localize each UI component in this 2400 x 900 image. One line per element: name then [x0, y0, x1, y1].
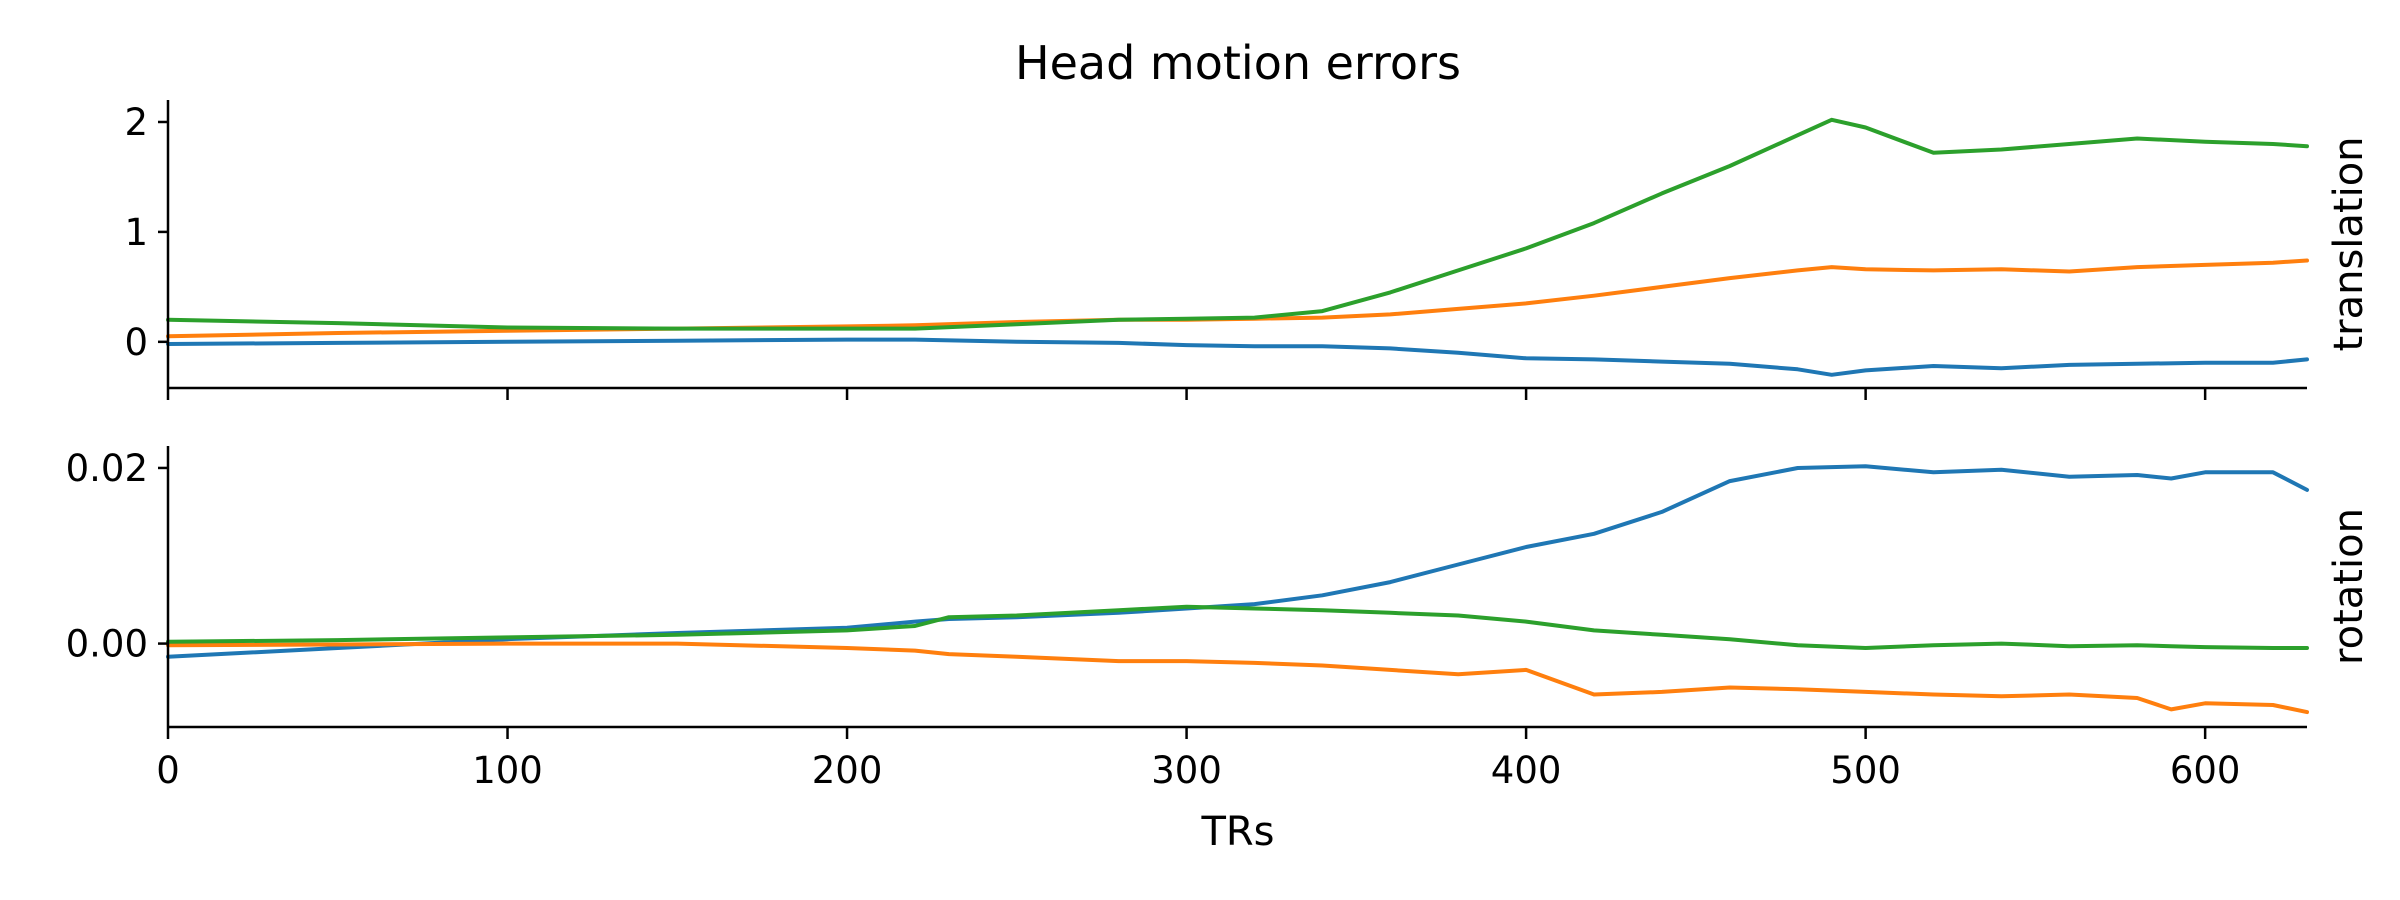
x-tick-label: 500: [1830, 749, 1901, 792]
translation-series-line-0: [166, 337, 2309, 377]
rotation-series-line-0: [166, 464, 2309, 659]
rotation-series-line-1: [166, 641, 2309, 715]
rotation-y-tick-label: 0.02: [66, 447, 148, 490]
rotation-panel: 0.00 0.02 0 100 200 300 400 500 600 rotation: [66, 446, 2372, 792]
x-tick-label: 600: [2170, 749, 2241, 792]
rotation-y-tick-label: 0.00: [66, 623, 148, 666]
rotation-axis-title: rotation: [2326, 508, 2372, 665]
subplots: 0 1 2 translation 0.00 0.02 0 100 200 300 400 500 60…: [66, 100, 2372, 792]
translation-y-tick-label: 1: [124, 211, 148, 254]
x-tick-label: 300: [1151, 749, 1222, 792]
x-axis-title: TRs: [1200, 809, 1274, 855]
translation-panel: 0 1 2 translation: [124, 100, 2372, 400]
x-tick-label: 0: [156, 749, 180, 792]
translation-axis-title: translation: [2326, 136, 2372, 351]
x-tick-label: 100: [472, 749, 543, 792]
translation-series-line-1: [166, 258, 2309, 339]
translation-y-tick-label: 2: [124, 101, 148, 144]
chart-title: Head motion errors: [1015, 36, 1461, 90]
translation-y-tick-label: 0: [124, 321, 148, 364]
rotation-series-line-2: [166, 604, 2309, 650]
x-tick-label: 200: [812, 749, 883, 792]
x-tick-label: 400: [1491, 749, 1562, 792]
translation-series-line-2: [166, 117, 2309, 331]
